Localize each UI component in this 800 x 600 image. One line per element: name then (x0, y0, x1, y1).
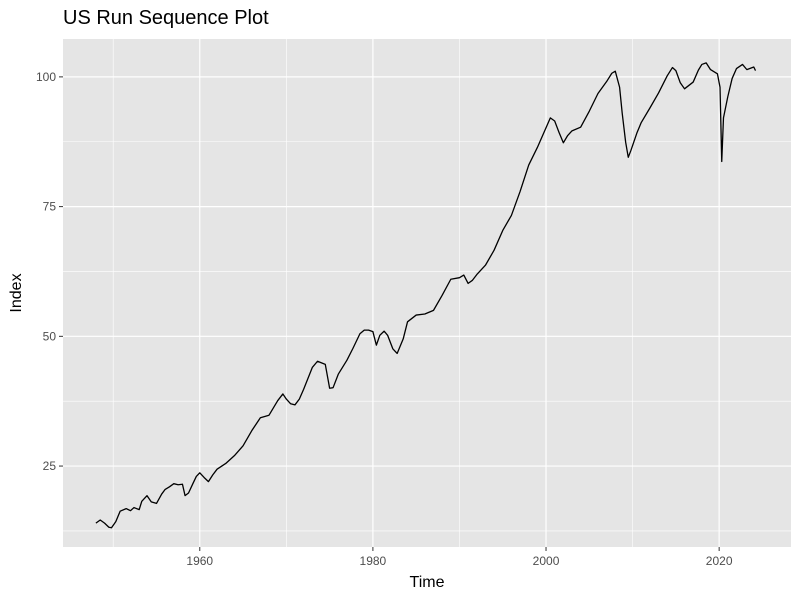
series-line-1 (95, 62, 757, 529)
x-axis: 1960 1980 2000 2020 (186, 547, 733, 568)
minor-gridlines (63, 39, 791, 547)
y-axis-title: Index (8, 273, 25, 312)
chart-title: US Run Sequence Plot (63, 7, 269, 29)
y-tick-label: 100 (36, 70, 56, 84)
y-axis: 25 50 75 100 (36, 70, 63, 473)
x-tick-label: 2020 (706, 554, 733, 568)
plot-panel (63, 39, 791, 547)
x-tick-label: 1980 (360, 554, 387, 568)
y-tick-label: 25 (43, 459, 57, 473)
x-tick-label: 1960 (186, 554, 213, 568)
major-gridlines (63, 39, 791, 547)
y-tick-label: 75 (43, 200, 57, 214)
x-tick-label: 2000 (533, 554, 560, 568)
y-tick-label: 50 (43, 329, 57, 343)
series-layer (95, 62, 757, 529)
x-axis-title: Time (410, 574, 445, 591)
